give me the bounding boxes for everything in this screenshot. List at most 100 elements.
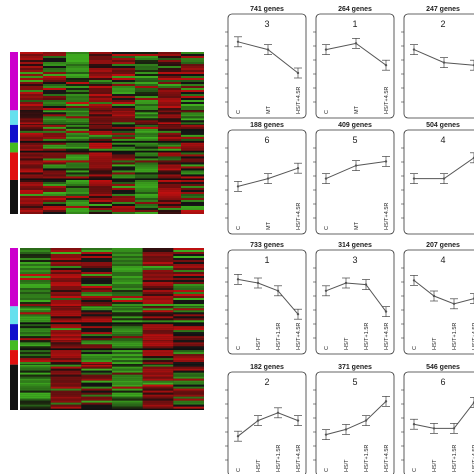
heatmap-cell [158, 187, 181, 190]
heatmap-cell [112, 354, 143, 357]
heatmap-cell [50, 260, 82, 262]
heatmap-cell [43, 187, 66, 190]
heatmap-cell [43, 201, 66, 204]
heatmap-cell [112, 282, 143, 284]
heatmap-cell [142, 392, 174, 395]
heatmap-cell [66, 148, 89, 151]
heatmap-cell [20, 156, 43, 159]
heatmap-cell [20, 288, 51, 290]
heatmap-cell [20, 282, 51, 284]
heatmap-cell [142, 350, 174, 353]
heatmap-cell [142, 396, 174, 399]
cluster-color-band-green [10, 142, 18, 153]
heatmap-cell [66, 166, 89, 169]
heatmap-cell [20, 76, 43, 78]
heatmap-cell [20, 52, 43, 54]
heatmap-cell [20, 336, 51, 339]
heatmap-cell [112, 114, 135, 117]
panel-title: 264 genes [338, 6, 372, 13]
heatmap-cell [66, 122, 89, 125]
heatmap-cell [135, 106, 158, 108]
heatmap-cell [20, 378, 51, 381]
panel-frame [403, 129, 474, 235]
heatmap-cell [89, 154, 112, 157]
heatmap-cell [158, 56, 181, 58]
cluster-panel-7: 733 genes 1 C HS/T HS/T+1.5R HS/T+4.5R [225, 242, 307, 355]
heatmap-cell [89, 60, 112, 62]
heatmap-cell [112, 170, 135, 173]
heatmap-cell [112, 390, 143, 393]
heatmap-cell [181, 144, 204, 147]
heatmap-cell [158, 120, 181, 123]
heatmap-cell [135, 162, 158, 165]
heatmap-cell [158, 112, 181, 115]
heatmap-cell [81, 320, 112, 323]
heatmap-cell [135, 205, 158, 208]
heatmap-cell [135, 88, 158, 90]
heatmap-cell [112, 74, 135, 76]
heatmap-cell [135, 176, 158, 179]
heatmap-cell [112, 294, 143, 296]
heatmap-cell [158, 158, 181, 161]
heatmap-cell [43, 68, 66, 70]
heatmap-cell [89, 152, 112, 155]
heatmap-cell [158, 86, 181, 88]
heatmap-cell [173, 282, 204, 284]
heatmap-cell [81, 382, 112, 385]
heatmap-cell [158, 58, 181, 60]
heatmap-cell [173, 290, 204, 292]
heatmap-cell [43, 132, 66, 135]
heatmap-cell [173, 394, 204, 397]
heatmap-cell [66, 136, 89, 139]
heatmap-cell [112, 308, 143, 311]
heatmap-cell [112, 195, 135, 198]
heatmap-cell [20, 268, 51, 270]
heatmap-cell [158, 70, 181, 72]
x-tick-label: MT [266, 105, 272, 114]
heatmap-cell [173, 390, 204, 393]
heatmap-cell [20, 380, 51, 383]
heatmap-cell [112, 211, 135, 214]
heatmap-cell [50, 278, 82, 280]
heatmap-cell [50, 376, 82, 379]
heatmap-cell [135, 146, 158, 149]
heatmap-cell [50, 378, 82, 381]
heatmap-cell [158, 205, 181, 208]
heatmap-cell [135, 203, 158, 206]
heatmap-cell [66, 197, 89, 200]
heatmap-cell [81, 266, 112, 268]
heatmap-cell [50, 320, 82, 323]
heatmap-cell [89, 62, 112, 64]
cluster-color-band-cyan [10, 110, 18, 125]
heatmap-cell [43, 114, 66, 117]
heatmap-cell [158, 82, 181, 84]
heatmap-cell [181, 96, 204, 98]
panel-title: 188 genes [250, 122, 284, 129]
heatmap-cell [43, 100, 66, 102]
heatmap-cell [112, 106, 135, 108]
heatmap-cell [158, 94, 181, 96]
heatmap-cell [173, 388, 204, 391]
heatmap-cell [173, 330, 204, 333]
heatmap-cell [20, 142, 43, 145]
heatmap-cell [173, 294, 204, 296]
heatmap-cell [43, 185, 66, 188]
heatmap-cell [20, 116, 43, 119]
heatmap-cell [66, 92, 89, 94]
heatmap-cell [81, 334, 112, 337]
heatmap-cell [20, 358, 51, 361]
data-point [432, 427, 436, 430]
heatmap-cell [173, 360, 204, 363]
heatmap-cell [135, 136, 158, 139]
heatmap-cell [173, 276, 204, 278]
heatmap-cell [20, 344, 51, 347]
heatmap-cell [20, 58, 43, 60]
heatmap-cell [135, 110, 158, 113]
heatmap-cell [173, 324, 204, 327]
heatmap-cell [20, 108, 43, 110]
heatmap-cell [50, 342, 82, 345]
heatmap-cell [89, 100, 112, 102]
heatmap-cell [43, 136, 66, 139]
heatmap-cell [66, 124, 89, 127]
heatmap-cell [20, 326, 51, 329]
